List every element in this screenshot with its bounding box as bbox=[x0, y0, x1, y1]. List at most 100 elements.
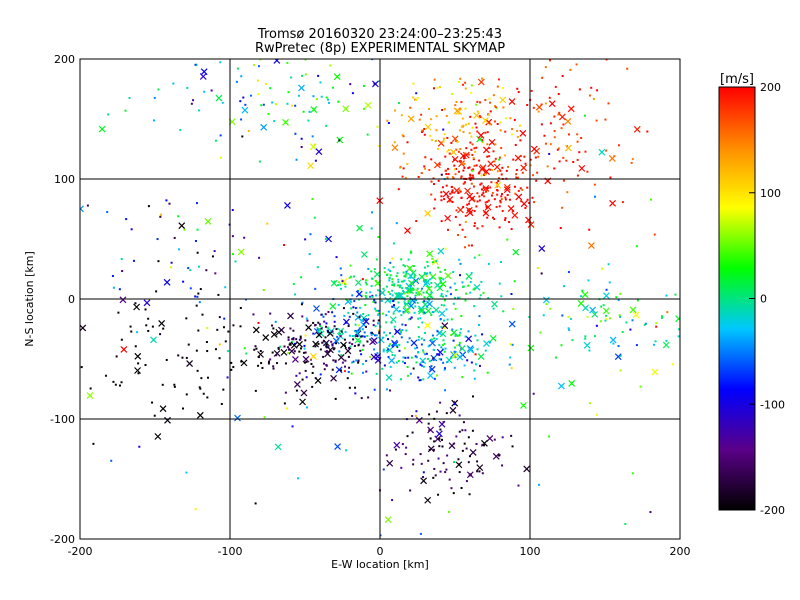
data-point bbox=[334, 359, 337, 362]
data-point bbox=[335, 342, 338, 345]
data-point-cross bbox=[163, 278, 171, 286]
data-point bbox=[455, 289, 458, 292]
data-point bbox=[412, 463, 415, 466]
data-point bbox=[440, 220, 443, 223]
data-point bbox=[417, 317, 420, 320]
data-point bbox=[472, 158, 475, 161]
data-point-cross bbox=[477, 131, 485, 139]
y-tick-label: -200 bbox=[50, 533, 75, 546]
data-point bbox=[404, 356, 407, 359]
data-point bbox=[345, 449, 348, 452]
data-point bbox=[553, 136, 556, 139]
data-point bbox=[434, 139, 437, 142]
data-point bbox=[535, 179, 538, 182]
data-point bbox=[438, 437, 441, 440]
data-point bbox=[454, 356, 457, 359]
data-point bbox=[325, 322, 328, 325]
data-point bbox=[206, 396, 209, 399]
data-point bbox=[460, 175, 463, 178]
data-point bbox=[438, 163, 441, 166]
data-point bbox=[455, 435, 458, 438]
data-point bbox=[321, 341, 324, 344]
data-point bbox=[111, 275, 114, 278]
data-point bbox=[578, 151, 581, 154]
data-point bbox=[484, 131, 487, 134]
data-point bbox=[277, 346, 280, 349]
data-point-cross bbox=[466, 471, 474, 479]
data-point bbox=[453, 168, 456, 171]
data-point-cross bbox=[467, 346, 475, 354]
data-point bbox=[438, 354, 441, 357]
data-point bbox=[504, 198, 507, 201]
data-point bbox=[438, 358, 441, 361]
data-point bbox=[205, 341, 208, 344]
data-point bbox=[322, 315, 325, 318]
data-point bbox=[504, 196, 507, 199]
data-point bbox=[387, 310, 390, 313]
data-point bbox=[471, 143, 474, 146]
data-point bbox=[319, 81, 322, 84]
data-point bbox=[489, 186, 492, 189]
data-point-cross bbox=[397, 292, 405, 300]
data-point bbox=[588, 228, 591, 231]
data-point bbox=[351, 294, 354, 297]
data-point bbox=[448, 200, 451, 203]
data-point bbox=[400, 331, 403, 334]
data-point bbox=[161, 383, 164, 386]
data-point bbox=[478, 254, 481, 257]
data-point-cross bbox=[291, 356, 299, 363]
data-point bbox=[406, 295, 409, 298]
data-point bbox=[499, 199, 502, 202]
data-point-cross bbox=[395, 292, 403, 300]
data-point bbox=[250, 94, 253, 97]
data-point bbox=[354, 392, 357, 395]
data-point bbox=[595, 324, 598, 327]
data-point bbox=[486, 216, 489, 219]
data-point bbox=[472, 176, 475, 179]
data-point bbox=[565, 159, 568, 162]
data-point bbox=[608, 317, 611, 320]
data-point-cross bbox=[434, 435, 442, 443]
data-point bbox=[203, 90, 206, 93]
data-point bbox=[331, 343, 334, 346]
data-point bbox=[156, 238, 159, 241]
data-point bbox=[385, 321, 388, 324]
data-point bbox=[448, 152, 451, 155]
data-point bbox=[177, 354, 180, 357]
data-point-cross bbox=[234, 414, 241, 422]
data-point bbox=[423, 296, 426, 299]
data-point bbox=[314, 159, 317, 162]
data-point bbox=[496, 193, 499, 196]
data-point bbox=[432, 476, 435, 479]
data-point bbox=[486, 155, 489, 158]
data-point bbox=[409, 372, 412, 375]
data-point bbox=[458, 471, 461, 474]
data-point bbox=[428, 107, 431, 110]
data-point bbox=[486, 200, 489, 203]
data-point bbox=[470, 244, 473, 247]
data-point bbox=[235, 80, 238, 83]
data-point bbox=[457, 458, 460, 461]
data-point bbox=[521, 171, 524, 174]
data-point bbox=[491, 169, 494, 172]
data-point-cross bbox=[466, 345, 474, 352]
data-point bbox=[458, 274, 461, 277]
data-point bbox=[428, 299, 431, 302]
data-point-cross bbox=[614, 353, 622, 361]
data-point bbox=[395, 330, 398, 333]
data-point bbox=[596, 413, 599, 416]
data-point bbox=[665, 339, 668, 342]
data-point bbox=[473, 164, 476, 167]
data-point bbox=[346, 377, 349, 380]
data-point bbox=[187, 343, 190, 346]
data-point bbox=[432, 357, 435, 360]
data-point bbox=[635, 245, 638, 248]
data-point bbox=[221, 101, 224, 104]
data-point bbox=[489, 110, 492, 113]
data-point bbox=[230, 368, 233, 371]
data-point bbox=[463, 166, 466, 169]
data-point bbox=[363, 335, 366, 338]
data-point bbox=[439, 277, 442, 280]
data-point bbox=[393, 354, 396, 357]
data-point bbox=[400, 114, 403, 117]
